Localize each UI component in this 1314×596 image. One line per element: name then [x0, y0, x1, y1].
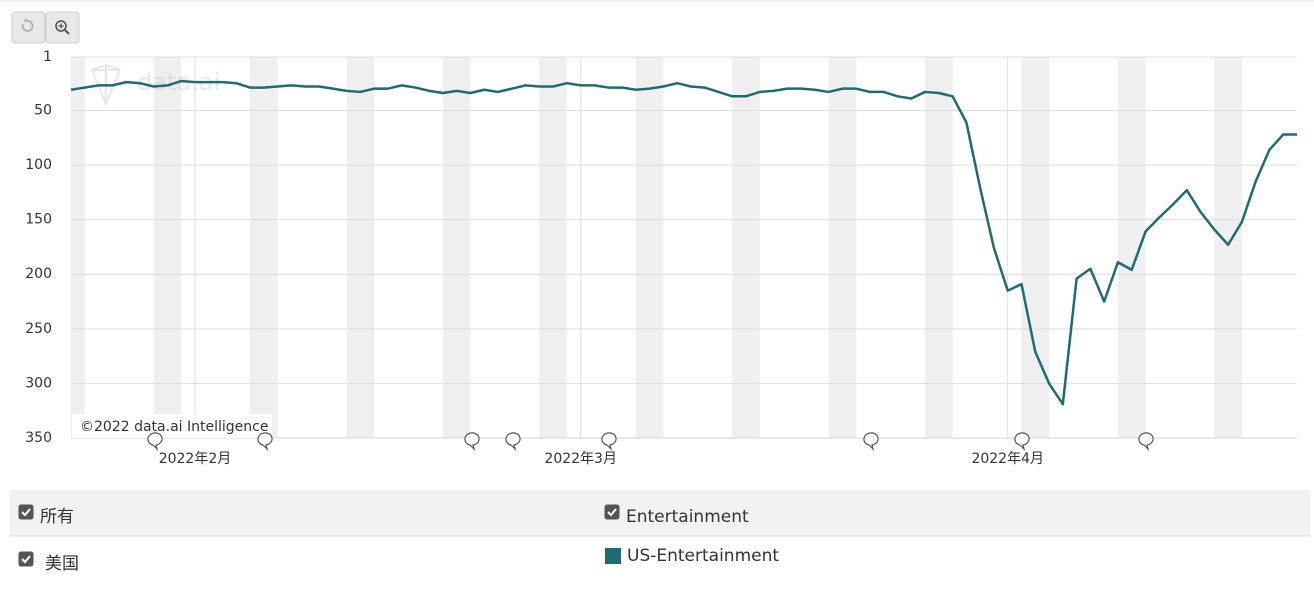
- filter-label[interactable]: 所有: [40, 507, 74, 527]
- checkbox[interactable]: [18, 551, 34, 567]
- filter-label[interactable]: Entertainment: [626, 507, 749, 527]
- y-tick-label: 250: [25, 321, 52, 337]
- y-tick-label: 200: [25, 266, 52, 282]
- x-tick-label: 2022年3月: [544, 451, 617, 467]
- checkbox-box[interactable]: [604, 504, 620, 520]
- y-tick-label: 300: [25, 375, 52, 391]
- legend-label[interactable]: US-Entertainment: [627, 546, 779, 566]
- weekend-band: [250, 57, 278, 438]
- copyright: ©2022 data.ai Intelligence: [80, 419, 268, 435]
- checkbox-tick[interactable]: [21, 508, 31, 517]
- y-tick-label: 150: [25, 212, 52, 228]
- x-tick-label: 2022年2月: [159, 451, 232, 467]
- weekend-band: [346, 57, 375, 438]
- legend-swatch[interactable]: [605, 548, 621, 564]
- weekend-band: [442, 57, 471, 438]
- weekend-band: [1117, 57, 1146, 438]
- y-tick-label: 50: [34, 102, 52, 118]
- weekend-band: [635, 57, 664, 438]
- reset-button[interactable]: [11, 11, 46, 44]
- checkbox-tick[interactable]: [607, 508, 617, 517]
- weekend-band: [828, 57, 857, 438]
- checkbox-box[interactable]: [18, 504, 34, 520]
- zoom-button[interactable]: [45, 11, 80, 44]
- checkbox[interactable]: [18, 504, 34, 520]
- y-tick-label: 100: [25, 157, 52, 173]
- weekend-band: [1214, 57, 1242, 438]
- checkbox-box[interactable]: [18, 551, 34, 567]
- weekend-band: [925, 57, 953, 438]
- weekend-band: [71, 57, 85, 438]
- x-tick-label: 2022年4月: [971, 451, 1044, 467]
- filter-label[interactable]: 美国: [45, 554, 79, 574]
- copyright-bg: [72, 414, 272, 438]
- series-line: [70, 79, 1297, 406]
- weekend-band: [153, 57, 182, 438]
- weekend-band: [1021, 57, 1050, 438]
- checkbox-tick[interactable]: [21, 555, 31, 564]
- y-tick-label: 350: [25, 430, 52, 446]
- legend-header-bg: [10, 490, 1310, 536]
- annotation-icons: [147, 432, 1154, 451]
- y-tick-label: 1: [43, 49, 52, 65]
- weekend-band: [539, 57, 567, 438]
- checkbox[interactable]: [604, 504, 620, 520]
- weekend-band: [732, 57, 760, 438]
